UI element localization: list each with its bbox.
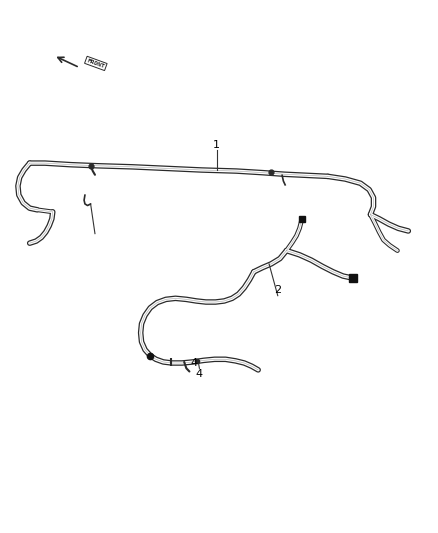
Text: 2: 2 [274,285,281,295]
Text: 1: 1 [213,140,220,150]
Text: 4: 4 [196,369,203,378]
Text: FRONT: FRONT [86,58,106,69]
Text: 4: 4 [190,358,198,368]
